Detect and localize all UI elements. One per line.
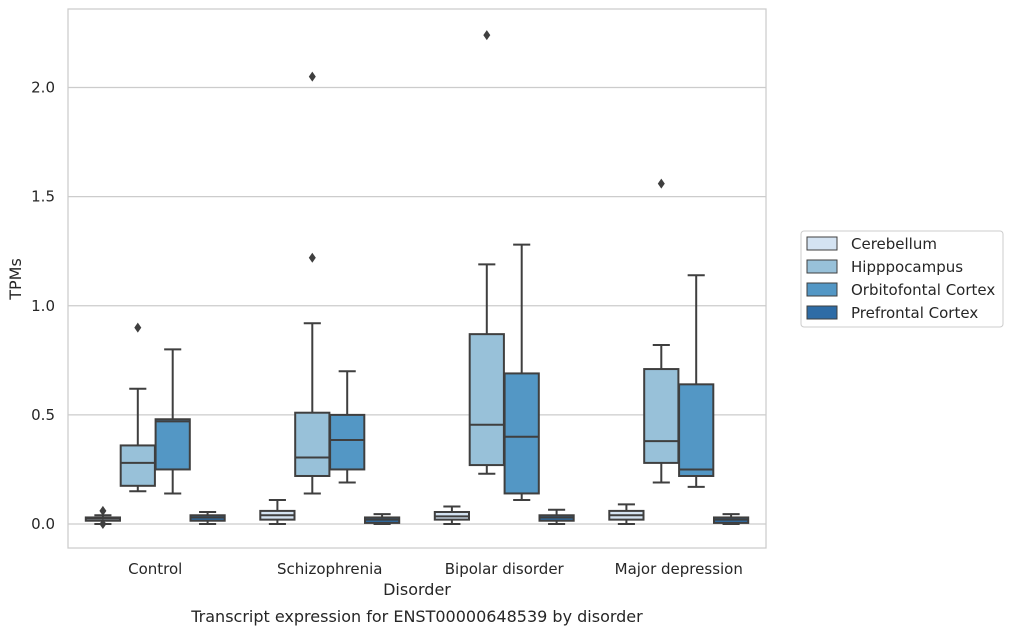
y-tick-label: 1.5 <box>31 188 55 206</box>
box-3-3 <box>712 513 750 525</box>
x-tick-label: Control <box>128 560 182 578</box>
y-tick-label: 0.0 <box>31 515 55 533</box>
x-tick-label: Bipolar disorder <box>445 560 565 578</box>
box-2-0 <box>433 505 471 525</box>
y-axis-label: TPMs <box>6 258 25 301</box>
box-body <box>329 413 366 471</box>
box-body <box>468 333 505 467</box>
x-tick-label: Schizophrenia <box>277 560 382 578</box>
box-3-0 <box>608 503 645 525</box>
box-0-3 <box>189 510 226 525</box>
box-0-1 <box>119 322 156 493</box>
box-body <box>294 411 331 477</box>
box-1-2 <box>329 370 366 484</box>
boxes <box>84 30 750 529</box>
flier-point <box>99 505 107 516</box>
flier-point <box>308 71 316 82</box>
box-1-0 <box>259 498 296 525</box>
flier-point <box>657 178 665 189</box>
box-2-2 <box>503 243 540 501</box>
legend-label: Hipppocampus <box>851 258 963 276</box>
flier-point <box>134 322 142 333</box>
box-3-2 <box>678 274 715 488</box>
box-1-1 <box>294 71 331 495</box>
legend-frame <box>800 230 1004 328</box>
box-0-2 <box>154 348 191 495</box>
x-axis-label: Disorder <box>383 580 451 599</box>
y-tick-label: 0.5 <box>31 406 55 424</box>
legend: Cerebellum Hipppocampus Orbitofontal Corte… <box>800 230 1004 328</box>
box-1-3 <box>363 513 401 525</box>
x-tick-labels: Control Schizophrenia Bipolar disorder Majo… <box>128 560 743 578</box>
box-body <box>154 418 191 471</box>
legend-swatch <box>806 236 838 251</box>
legend-label: Prefrontal Cortex <box>851 304 978 322</box>
legend-swatch <box>806 282 838 297</box>
legend-swatch <box>806 305 838 320</box>
flier-point <box>308 252 316 263</box>
legend-label: Cerebellum <box>851 235 937 253</box>
box-2-1 <box>468 30 505 475</box>
box-2-3 <box>538 508 575 525</box>
box-body <box>503 372 540 495</box>
box-0-0 <box>84 505 122 529</box>
box-body <box>643 368 680 464</box>
legend-label: Orbitofontal Cortex <box>851 281 995 299</box>
legend-swatch <box>806 259 838 274</box>
y-tick-labels: 0.0 0.5 1.0 1.5 2.0 <box>31 79 55 533</box>
plot-area <box>67 8 767 549</box>
box-body <box>119 444 156 487</box>
box-body <box>678 383 715 477</box>
box-3-1 <box>643 178 680 484</box>
x-tick-label: Major depression <box>615 560 743 578</box>
flier-point <box>483 30 491 41</box>
flier-point <box>99 518 107 529</box>
y-tick-label: 2.0 <box>31 79 55 97</box>
chart-title: Transcript expression for ENST0000064853… <box>190 607 643 626</box>
y-tick-label: 1.0 <box>31 297 55 315</box>
